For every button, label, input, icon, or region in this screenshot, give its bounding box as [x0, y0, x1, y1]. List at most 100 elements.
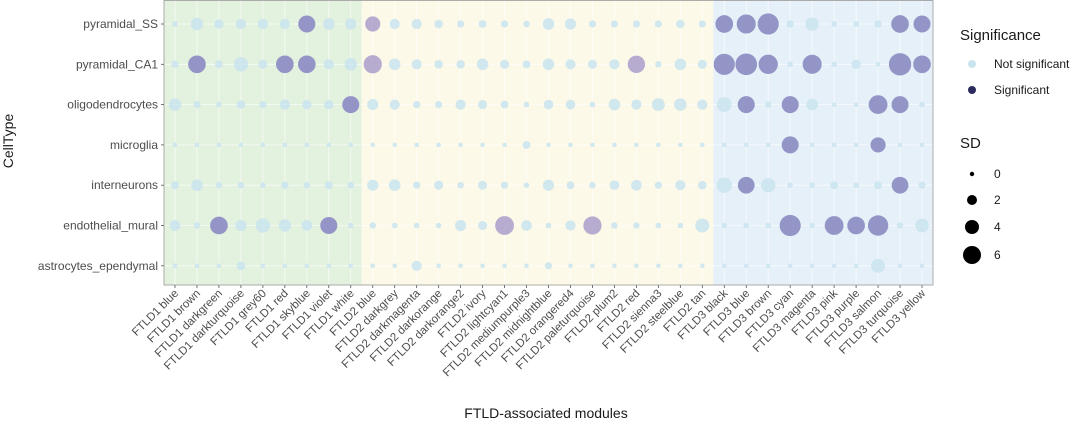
point-interneurons-ftld3-blue: [737, 176, 755, 194]
point-oligodendrocytes-ftld2-ivory: [478, 100, 488, 110]
point-microglia-ftld2-midnightblue: [546, 142, 551, 148]
point-microglia-ftld2-lightcyan1: [502, 142, 507, 148]
point-endothelial-mural-ftld2-ivory: [478, 220, 488, 231]
point-interneurons-ftld3-purple: [853, 182, 859, 188]
point-oligodendrocytes-ftld2-paleturquoise: [589, 101, 596, 108]
point-oligodendrocytes-ftld3-magenta: [806, 98, 818, 111]
point-endothelial-mural-ftld2-paleturquoise: [583, 216, 602, 235]
point-pyramidal-ss-ftld2-midnightblue: [542, 18, 555, 30]
point-interneurons-ftld2-orangered4: [566, 181, 575, 190]
point-endothelial-mural-ftld3-blue: [743, 222, 750, 229]
point-pyramidal-ss-ftld2-darkorange2: [457, 20, 465, 28]
point-pyramidal-ss-ftld2-ivory: [478, 20, 487, 28]
point-astrocytes-ependymal-ftld3-magenta: [809, 263, 815, 269]
point-pyramidal-ss-ftld1-brown: [190, 17, 204, 31]
point-astrocytes-ependymal-ftld2-mediumpurple3: [524, 263, 529, 269]
point-oligodendrocytes-ftld2-tan: [697, 99, 708, 110]
point-pyramidal-ss-ftld2-orangered4: [564, 18, 577, 30]
point-interneurons-ftld2-darkgrey: [388, 179, 401, 192]
point-interneurons-ftld2-mediumpurple3: [523, 182, 530, 188]
point-oligodendrocytes-ftld2-darkorange: [435, 100, 443, 109]
point-interneurons-ftld3-turquoise: [891, 176, 909, 194]
point-endothelial-mural-ftld2-plum2: [611, 222, 618, 229]
point-microglia-ftld2-paleturquoise: [590, 142, 595, 148]
point-endothelial-mural-ftld2-tan: [695, 218, 710, 233]
point-pyramidal-ss-ftld3-purple: [853, 21, 859, 27]
point-interneurons-ftld2-darkorange2: [457, 181, 464, 189]
point-endothelial-mural-ftld3-brown: [765, 222, 772, 229]
x-axis-title: FTLD-associated modules: [464, 405, 627, 421]
point-pyramidal-ca1-ftld2-mediumpurple3: [522, 60, 531, 69]
point-pyramidal-ca1-ftld1-white: [344, 58, 358, 71]
point-microglia-ftld3-yellow: [919, 142, 925, 148]
point-astrocytes-ependymal-ftld2-darkorange2: [458, 263, 463, 269]
point-microglia-ftld3-turquoise: [897, 142, 903, 148]
point-oligodendrocytes-ftld2-orangered4: [565, 99, 576, 110]
point-astrocytes-ependymal-ftld2-plum2: [612, 263, 617, 269]
point-interneurons-ftld2-midnightblue: [542, 179, 555, 191]
point-pyramidal-ca1-ftld2-red: [627, 55, 646, 73]
point-microglia-ftld3-salmon: [870, 137, 886, 153]
point-microglia-ftld3-pink: [831, 142, 837, 148]
point-interneurons-ftld2-lightcyan1: [500, 181, 509, 189]
point-interneurons-ftld3-magenta: [809, 182, 815, 188]
point-microglia-ftld3-black: [721, 142, 727, 148]
point-astrocytes-ependymal-ftld2-orangered4: [568, 263, 573, 269]
point-pyramidal-ss-ftld1-white: [345, 18, 357, 30]
point-interneurons-ftld1-brown: [191, 179, 203, 192]
point-interneurons-ftld1-skyblue: [303, 181, 311, 189]
point-endothelial-mural-ftld3-yellow: [915, 218, 929, 233]
point-astrocytes-ependymal-ftld1-darkgreen: [216, 263, 222, 269]
point-oligodendrocytes-ftld2-red: [631, 99, 642, 110]
point-endothelial-mural-ftld1-blue: [169, 220, 181, 231]
point-pyramidal-ca1-ftld2-blue: [363, 55, 382, 74]
y-tick-oligodendrocytes: oligodendrocytes: [67, 98, 158, 112]
point-microglia-ftld1-brown: [194, 142, 200, 148]
point-astrocytes-ependymal-ftld3-salmon: [871, 258, 886, 273]
point-pyramidal-ss-ftld3-brown: [757, 13, 779, 35]
point-oligodendrocytes-ftld3-cyan: [781, 96, 799, 114]
band-ftld3: [713, 0, 933, 285]
point-endothelial-mural-ftld3-pink: [824, 216, 844, 235]
point-microglia-ftld2-darkorange2: [458, 142, 463, 148]
point-interneurons-ftld2-sienna3: [654, 181, 662, 189]
data-points: [168, 13, 931, 273]
legend-sd-6-swatch: [963, 246, 981, 264]
point-astrocytes-ependymal-ftld2-lightcyan1: [502, 263, 507, 269]
legend-significance-title: Significance: [960, 27, 1041, 44]
point-microglia-ftld1-grey60: [260, 142, 266, 148]
point-microglia-ftld2-darkmagenta: [414, 142, 419, 148]
point-endothelial-mural-ftld2-darkgrey: [391, 222, 398, 229]
point-pyramidal-ss-ftld2-lightcyan1: [500, 20, 509, 28]
point-astrocytes-ependymal-ftld3-turquoise: [897, 263, 903, 269]
point-astrocytes-ependymal-ftld3-brown: [765, 263, 771, 269]
point-pyramidal-ss-ftld3-blue: [736, 14, 756, 34]
point-oligodendrocytes-ftld2-midnightblue: [543, 99, 554, 110]
point-oligodendrocytes-ftld3-pink: [831, 102, 837, 107]
point-pyramidal-ca1-ftld3-cyan: [787, 61, 793, 68]
point-endothelial-mural-ftld1-skyblue: [301, 220, 313, 231]
point-pyramidal-ss-ftld3-pink: [831, 21, 837, 27]
y-tick-microglia: microglia: [110, 138, 158, 152]
point-pyramidal-ca1-ftld3-black: [713, 53, 735, 75]
point-pyramidal-ss-ftld2-darkmagenta: [411, 18, 422, 30]
legend-sd-4-label: 4: [994, 220, 1001, 234]
point-astrocytes-ependymal-ftld2-steelblue: [678, 263, 683, 269]
point-astrocytes-ependymal-ftld3-black: [721, 263, 727, 269]
point-astrocytes-ependymal-ftld3-blue: [743, 263, 749, 269]
point-oligodendrocytes-ftld3-turquoise: [891, 96, 909, 114]
point-endothelial-mural-ftld1-violet: [320, 216, 338, 235]
point-endothelial-mural-ftld2-lightcyan1: [495, 216, 514, 235]
point-oligodendrocytes-ftld2-darkmagenta: [413, 100, 421, 109]
point-endothelial-mural-ftld3-turquoise: [896, 222, 904, 229]
point-pyramidal-ca1-ftld3-salmon: [875, 62, 881, 67]
point-interneurons-ftld2-darkmagenta: [413, 181, 421, 189]
point-pyramidal-ss-ftld1-red: [279, 18, 290, 30]
legend-sd-6-label: 6: [994, 248, 1001, 262]
point-pyramidal-ca1-ftld3-brown: [758, 54, 778, 74]
point-pyramidal-ca1-ftld2-midnightblue: [542, 58, 555, 71]
point-endothelial-mural-ftld2-darkorange2: [455, 219, 467, 232]
point-pyramidal-ca1-ftld1-grey60: [258, 59, 268, 69]
point-astrocytes-ependymal-ftld2-blue: [370, 263, 376, 269]
point-astrocytes-ependymal-ftld1-brown: [194, 263, 200, 269]
